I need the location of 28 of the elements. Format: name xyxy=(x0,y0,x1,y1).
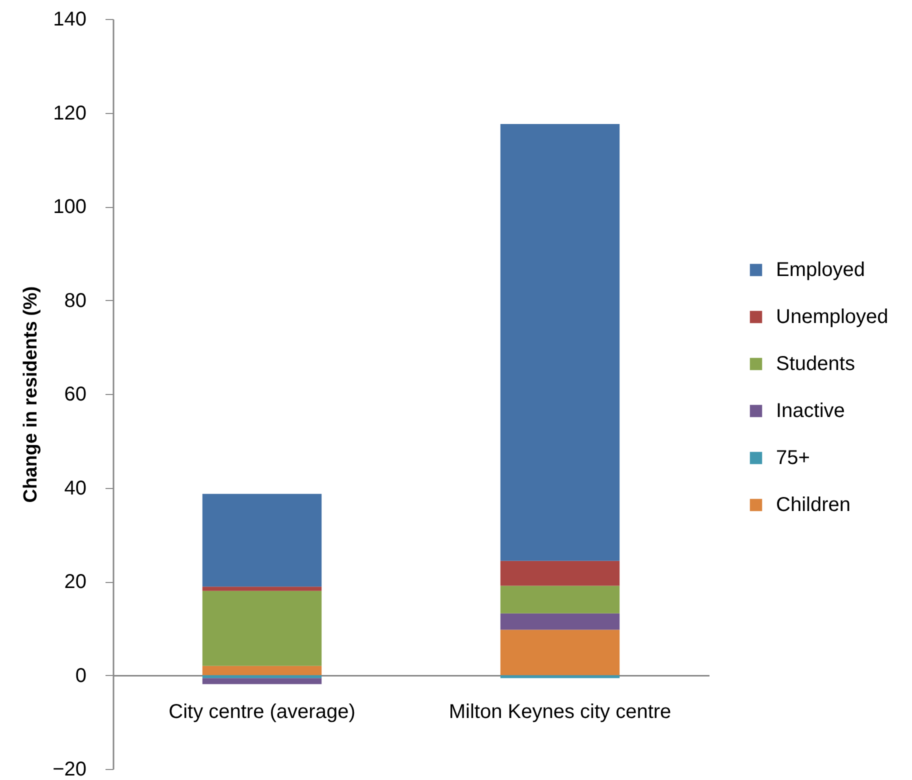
x-tick-label: Milton Keynes city centre xyxy=(448,700,672,723)
y-tick-label: 0 xyxy=(75,664,86,687)
legend-label: Unemployed xyxy=(776,306,888,328)
y-tick-label: 120 xyxy=(53,102,86,124)
bar xyxy=(202,586,322,591)
y-tick-label: 80 xyxy=(64,290,86,312)
bar xyxy=(500,560,620,586)
y-tick-label: 20 xyxy=(64,571,86,593)
bar xyxy=(202,590,322,666)
y-tick-label: 40 xyxy=(64,477,86,500)
legend-label: 75+ xyxy=(776,447,810,469)
y-tick-label: 100 xyxy=(53,196,86,218)
bar xyxy=(202,494,322,587)
bar xyxy=(202,666,322,676)
legend-label: Children xyxy=(776,494,850,516)
bar xyxy=(500,124,620,561)
bar xyxy=(500,586,620,614)
y-tick-label: 140 xyxy=(53,8,86,30)
bar xyxy=(500,613,620,630)
y-tick-label: −20 xyxy=(52,758,86,780)
bar xyxy=(500,630,620,676)
legend-label: Employed xyxy=(776,259,865,281)
legend-label: Inactive xyxy=(776,400,845,422)
legend-label: Students xyxy=(776,353,855,375)
bar xyxy=(202,678,322,684)
y-axis-title: Change in residents (%) xyxy=(20,286,42,503)
x-tick-label: City centre (average) xyxy=(168,700,356,723)
y-tick-label: 60 xyxy=(64,384,86,406)
